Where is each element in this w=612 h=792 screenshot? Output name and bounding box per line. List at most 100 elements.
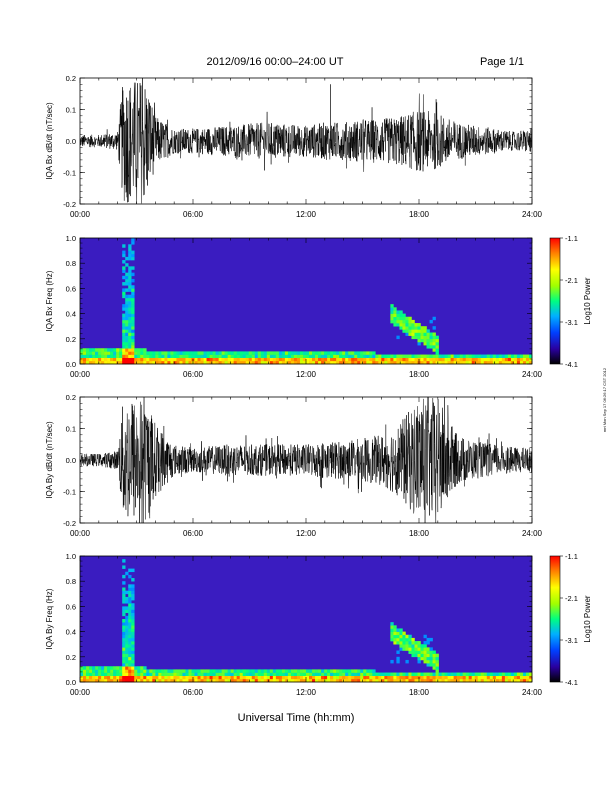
spectrogram-cell [399,354,403,358]
bx-waveform-panel: 00:00 06:00 12:00 18:00 24:00-0.2-0.10.00.10… [45,74,543,219]
spectrogram-cell [450,360,454,365]
spectrogram-cell [266,669,271,673]
spectrogram-cell [468,354,473,358]
spectrogram-cell [405,326,409,330]
spectrogram-cell [408,634,412,639]
spectrogram-cell [230,675,234,680]
spectrogram-cell [104,666,108,670]
spectrogram-cell [116,666,120,670]
spectrogram-cell [342,669,346,673]
spectrogram-cell [408,644,412,648]
spectrogram-cell [336,357,340,362]
spectrogram-cell [399,678,403,683]
spectrogram-cell [420,357,424,362]
spectrogram-cell [420,647,424,651]
spectrogram-cell [134,354,138,358]
spectrogram-cell [161,357,165,362]
spectrogram-cell [432,345,436,349]
spectrogram-cell [143,675,147,680]
spectrogram-cell [200,678,204,683]
spectrogram-cell [462,675,466,680]
spectrogram-cell [155,672,159,676]
spectrogram-cell [290,360,295,365]
spectrogram-cell [315,360,319,365]
spectrogram-cell [357,675,361,680]
spectrogram-cell [269,354,274,358]
spectrogram-cell [375,675,379,680]
y-tick-label: 0.6 [66,284,76,293]
spectrogram-cell [372,672,376,676]
timestamp-stamp: mrt Mon Sep 17 06:26:17 CST 2012 [602,367,607,432]
spectrogram-cell [441,675,445,680]
spectrogram-cell [348,351,352,355]
spectrogram-cell [182,360,186,365]
spectrogram-cell [245,669,250,673]
spectrogram-cell [414,678,418,683]
spectrogram-cell [128,341,132,346]
spectrogram-cell [324,678,328,683]
spectrogram-cell [182,357,186,362]
spectrogram-cell [396,650,400,654]
spectrogram-cell [278,351,283,355]
spectrogram-cell [131,256,135,261]
spectrogram-cell [125,316,129,321]
spectrogram-cell [396,628,400,632]
spectrogram-cell [450,354,454,358]
spectrogram-cell [435,348,439,352]
spectrogram-cell [125,625,129,629]
spectrogram-cell [224,672,228,676]
spectrogram-cell [342,675,346,680]
spectrogram-cell [477,354,482,358]
spectrogram-cell [429,656,433,661]
spectrogram-cell [312,354,316,358]
colorbar-tick-label: -2.1 [565,594,578,603]
spectrogram-cell [137,354,141,358]
spectrogram-cell [411,675,415,680]
spectrogram-cell [378,360,382,365]
spectrogram-cell [330,354,334,358]
spectrogram-cell [408,332,412,336]
spectrogram-cell [263,357,268,362]
spectrogram-cell [215,357,219,362]
spectrogram-cell [131,568,135,573]
spectrogram-cell [254,360,259,365]
spectrogram-cell [396,310,400,314]
spectrogram-cell [429,319,433,324]
spectrogram-cell [131,603,135,607]
spectrogram-cell [131,288,135,292]
spectrogram-cell [128,587,132,591]
spectrogram-cell [200,669,204,673]
spectrogram-cell [242,675,247,680]
spectrogram-cell [474,678,479,683]
spectrogram-cell [302,678,307,683]
spectrogram-cell [429,341,433,346]
spectrogram-cell [501,354,506,358]
spectrogram-cell [287,672,292,676]
spectrogram-cell [254,678,259,683]
spectrogram-cell [489,354,494,358]
spectrogram-cell [435,341,439,346]
spectrogram-cell [128,590,132,595]
spectrogram-cell [522,678,527,683]
spectrogram-cell [173,351,177,355]
spectrogram-cell [122,612,126,617]
spectrogram-cell [107,678,111,683]
spectrogram-cell [128,647,132,651]
spectrogram-cell [411,326,415,330]
spectrogram-cell [495,675,500,680]
spectrogram-cell [339,351,343,355]
spectrogram-cell [146,669,150,673]
spectrogram-cell [125,622,129,626]
spectrogram-cell [215,351,219,355]
spectrogram-cell [140,354,144,358]
x-tick-label: 18:00 [409,210,430,219]
spectrogram-cell [152,678,156,683]
spectrogram-cell [122,675,126,680]
y-axis-label: IQA By dB/dt (nT/sec) [45,421,54,499]
spectrogram-cell [408,354,412,358]
spectrogram-cell [131,631,135,636]
spectrogram-cell [167,675,171,680]
spectrogram-cell [501,360,506,365]
spectrogram-cell [351,360,355,365]
